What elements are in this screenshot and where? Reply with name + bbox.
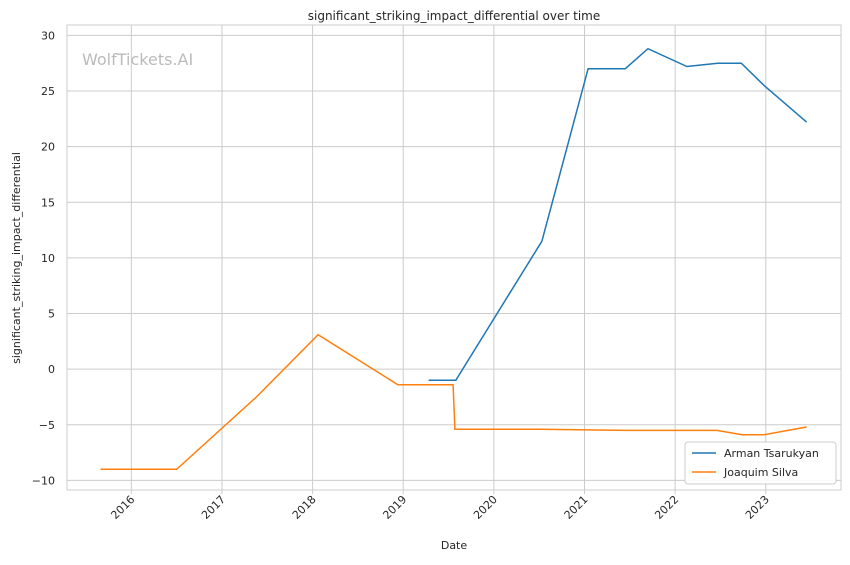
x-tick-label: 2023 (743, 493, 772, 522)
legend: Arman Tsarukyan Joaquim Silva (685, 442, 836, 484)
x-axis-label: Date (441, 539, 468, 552)
y-ticks: −10 −5 0 5 10 15 20 25 30 (32, 29, 55, 487)
chart-title: significant_striking_impact_differential… (308, 9, 600, 23)
y-axis-label: significant_striking_impact_differential (10, 152, 23, 364)
y-tick-label: 15 (41, 196, 55, 209)
y-tick-label: 5 (48, 308, 55, 321)
x-tick-label: 2020 (471, 493, 500, 522)
legend-label-arman: Arman Tsarukyan (724, 447, 819, 460)
y-tick-label: 0 (48, 363, 55, 376)
legend-label-joaquim: Joaquim Silva (723, 466, 798, 479)
y-tick-label: −5 (39, 419, 55, 432)
y-tick-label: 25 (41, 85, 55, 98)
y-tick-label: 30 (41, 29, 55, 42)
x-tick-label: 2017 (199, 493, 228, 522)
watermark: WolfTickets.AI (82, 50, 193, 69)
x-tick-label: 2018 (290, 493, 319, 522)
x-tick-label: 2019 (380, 493, 409, 522)
x-tick-label: 2022 (652, 493, 681, 522)
y-tick-label: −10 (32, 474, 55, 487)
x-tick-label: 2016 (108, 493, 137, 522)
y-tick-label: 20 (41, 141, 55, 154)
y-tick-label: 10 (41, 252, 55, 265)
x-ticks: 2016 2017 2018 2019 2020 2021 2022 2023 (108, 490, 771, 522)
x-tick-label: 2021 (562, 493, 591, 522)
